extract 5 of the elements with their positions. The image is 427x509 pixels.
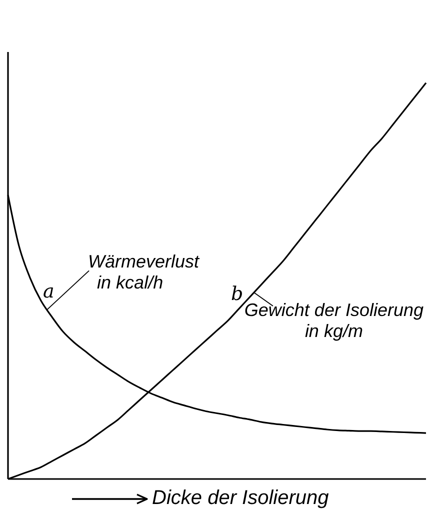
legend-label: b <box>230 283 244 306</box>
annotation: Wärmeverlust in kcal/h <box>88 252 200 293</box>
series-label: a <box>43 280 54 303</box>
annotation: Gewicht der Isolierung in kg/m <box>244 300 424 342</box>
x-axis-title: Dicke der Isolierung <box>152 487 329 509</box>
